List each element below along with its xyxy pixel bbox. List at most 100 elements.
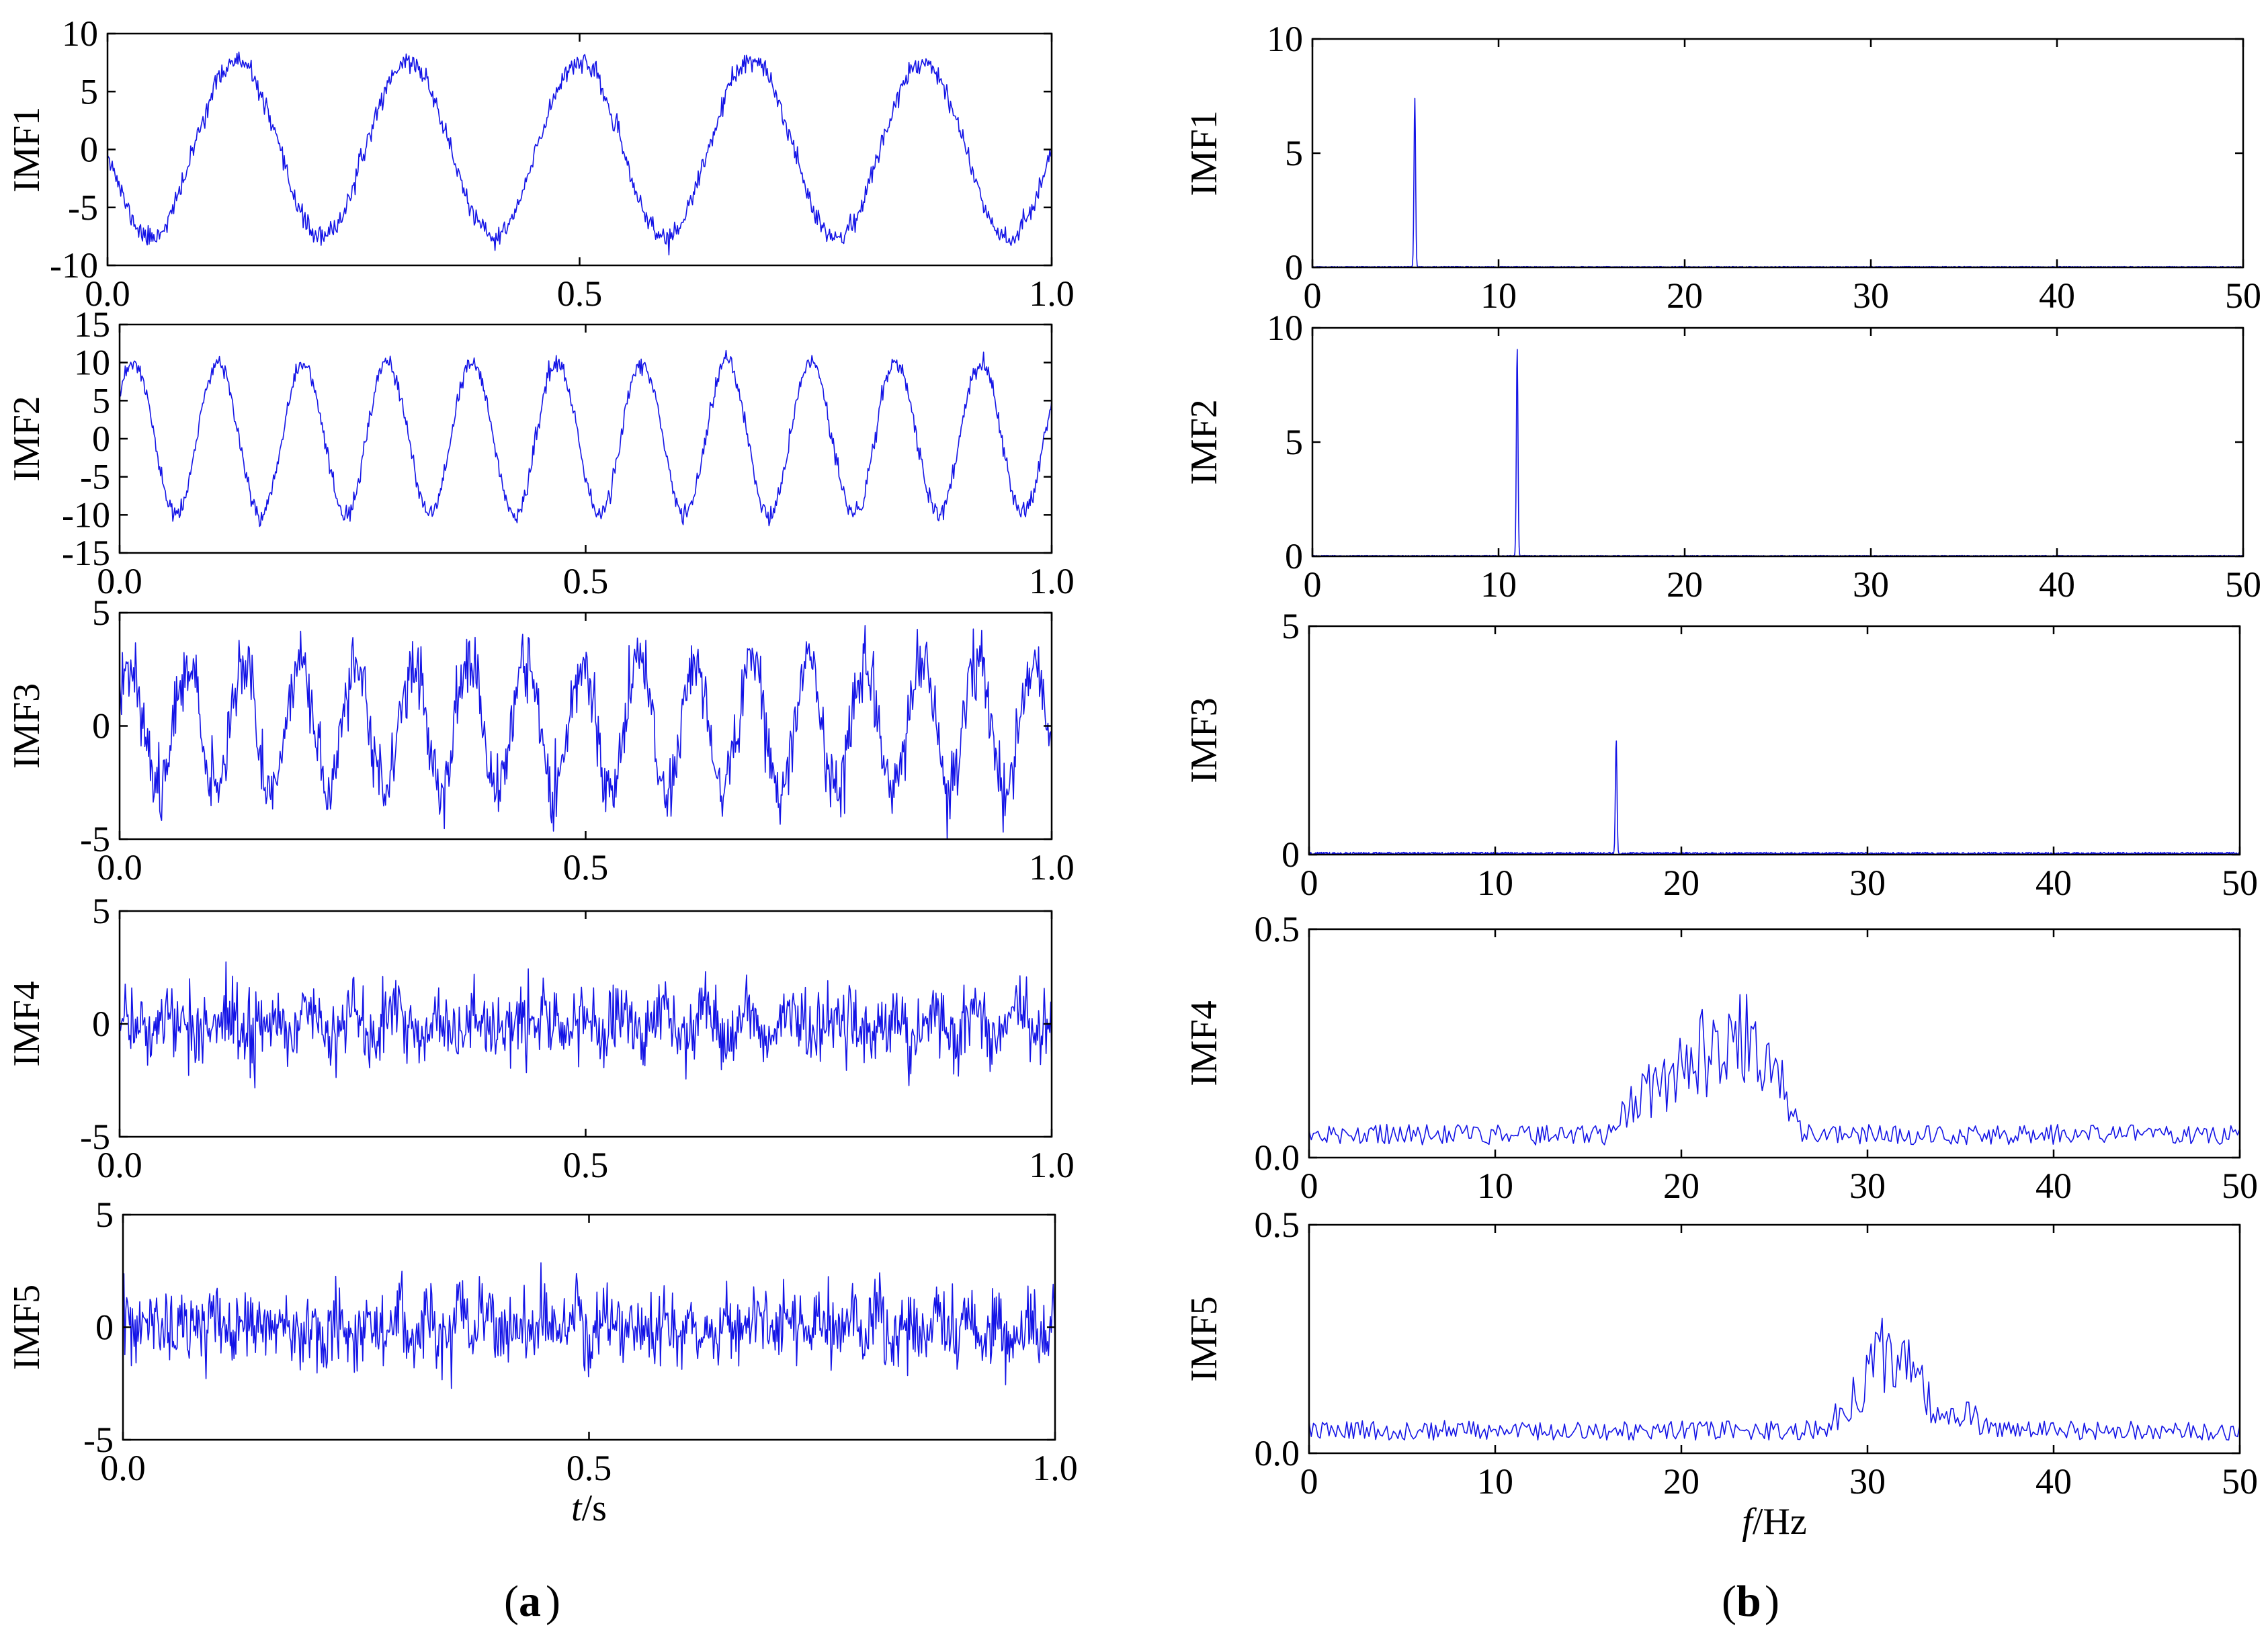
x-tick-label: 50 (2222, 1166, 2258, 1206)
y-tick-label: 0 (92, 706, 110, 746)
x-tick-label: 0 (1304, 564, 1322, 605)
y-axis-label: IMF5 (1183, 1296, 1225, 1382)
x-tick-label: 1.0 (1032, 1448, 1078, 1488)
x-tick-label: 0 (1300, 1461, 1318, 1502)
x-tick-label: 1.0 (1029, 1145, 1075, 1185)
panel-a-open-paren: ( (504, 1577, 519, 1626)
x-tick-label: 0.5 (563, 847, 609, 888)
x-tick-label: 40 (2039, 564, 2075, 605)
y-axis-label: IMF2 (1183, 399, 1225, 485)
y-tick-label: -10 (62, 494, 110, 535)
y-axis-label: IMF4 (1183, 1000, 1225, 1086)
y-tick-label: 5 (1285, 422, 1303, 462)
x-tick-label: 10 (1480, 275, 1517, 316)
x-tick-label: 40 (2035, 1166, 2072, 1206)
x-tick-label: 30 (1853, 275, 1889, 316)
series-line (120, 625, 1052, 839)
panel-b-caption: ( b ) (1722, 1577, 1779, 1626)
x-tick-label: 10 (1477, 1461, 1513, 1502)
y-tick-label: 10 (74, 343, 110, 383)
series-line (120, 349, 1052, 527)
x-tick-label: 0 (1300, 1166, 1318, 1206)
x-tick-label: 50 (2225, 275, 2261, 316)
panel-a-label: a (519, 1577, 541, 1626)
x-tick-label: 50 (2222, 1461, 2258, 1502)
x-tick-label: 1.0 (1029, 273, 1075, 314)
x-tick-label: 40 (2039, 275, 2075, 316)
x-axis-label: f/Hz (1742, 1501, 1806, 1543)
y-tick-label: -5 (80, 819, 110, 859)
x-tick-label: 20 (1667, 564, 1703, 605)
x-tick-label: 0.0 (100, 1448, 146, 1488)
series-line (108, 51, 1052, 256)
x-tick-label: 20 (1663, 1166, 1699, 1206)
y-tick-label: 0 (92, 419, 110, 459)
y-tick-label: 0 (95, 1307, 114, 1348)
chart-b-imf2: 0 10 20 30 40 50 0 5 10 IMF2 (1183, 308, 2261, 605)
x-tick-label: 40 (2035, 1461, 2072, 1502)
y-tick-label: 10 (1267, 19, 1303, 59)
x-tick-label: 10 (1477, 1166, 1513, 1206)
plot-frame (1308, 1223, 2241, 1455)
y-tick-label: -5 (80, 1117, 110, 1157)
x-tick-label: 0.0 (97, 561, 142, 601)
y-axis-label: IMF3 (6, 683, 48, 769)
y-tick-label: 0 (1285, 536, 1303, 576)
y-tick-label: 0.0 (1255, 1137, 1300, 1178)
y-tick-label: 5 (92, 380, 110, 421)
x-tick-label: 30 (1853, 564, 1889, 605)
x-tick-label: 30 (1849, 1461, 1886, 1502)
y-tick-label: -15 (62, 533, 110, 573)
x-tick-label: 0 (1300, 863, 1318, 903)
panel-b-close-paren: ) (1765, 1577, 1779, 1626)
x-tick-label: 0 (1304, 275, 1322, 316)
x-tick-label: 40 (2035, 863, 2072, 903)
x-tick-label: 0.5 (563, 1145, 609, 1185)
x-tick-label: 0.0 (97, 847, 142, 888)
y-tick-label: -5 (68, 187, 98, 228)
series-line (1309, 994, 2240, 1146)
y-tick-label: 0 (80, 130, 98, 170)
chart-a-imf5: 0.0 0.5 1.0 -5 0 5 IMF5 t/s (6, 1195, 1078, 1529)
y-tick-label: 0 (1285, 247, 1303, 288)
y-tick-label: -5 (83, 1420, 114, 1460)
plot-frame (1308, 625, 2241, 856)
x-tick-label: 20 (1663, 863, 1699, 903)
chart-b-imf5: 0 10 20 30 40 50 0.0 0.5 IMF5 f/Hz (1183, 1205, 2258, 1543)
y-axis-label: IMF1 (6, 107, 48, 193)
plot-frame (1308, 928, 2241, 1159)
y-tick-label: -10 (50, 245, 98, 286)
y-tick-label: 0.5 (1255, 909, 1300, 949)
x-tick-label: 50 (2225, 564, 2261, 605)
y-axis-label: IMF2 (6, 396, 48, 482)
panel-b-open-paren: ( (1722, 1577, 1736, 1626)
y-tick-label: -5 (80, 457, 110, 497)
x-tick-label: 0.5 (557, 273, 603, 314)
chart-a-imf1: 0.0 0.5 1.0 -10 -5 0 5 10 IMF1 (6, 13, 1075, 314)
y-axis-label: IMF5 (6, 1285, 48, 1371)
chart-b-imf1: 0 10 20 30 40 50 0 5 10 IMF1 (1183, 19, 2261, 316)
panel-b-label: b (1736, 1577, 1761, 1626)
x-tick-label: 10 (1480, 564, 1517, 605)
y-axis-label: IMF4 (6, 981, 48, 1067)
y-tick-label: 0.0 (1255, 1433, 1300, 1473)
y-tick-label: 0 (1282, 834, 1300, 875)
x-tick-label: 1.0 (1029, 847, 1075, 888)
y-tick-label: 15 (74, 304, 110, 345)
series-line (120, 961, 1052, 1088)
chart-b-imf4: 0 10 20 30 40 50 0.0 0.5 IMF4 (1183, 909, 2258, 1206)
x-axis-label: t/s (571, 1487, 607, 1529)
series-line (1309, 1318, 2240, 1441)
y-tick-label: 5 (80, 71, 98, 112)
panel-a-close-paren: ) (546, 1577, 560, 1626)
x-tick-label: 30 (1849, 1166, 1886, 1206)
x-tick-label: 0.0 (85, 273, 130, 314)
y-tick-label: 0.5 (1255, 1205, 1300, 1245)
y-tick-label: 5 (95, 1195, 114, 1235)
chart-a-imf4: 0.0 0.5 1.0 -5 0 5 IMF4 (6, 891, 1075, 1185)
series-line (123, 1262, 1055, 1389)
